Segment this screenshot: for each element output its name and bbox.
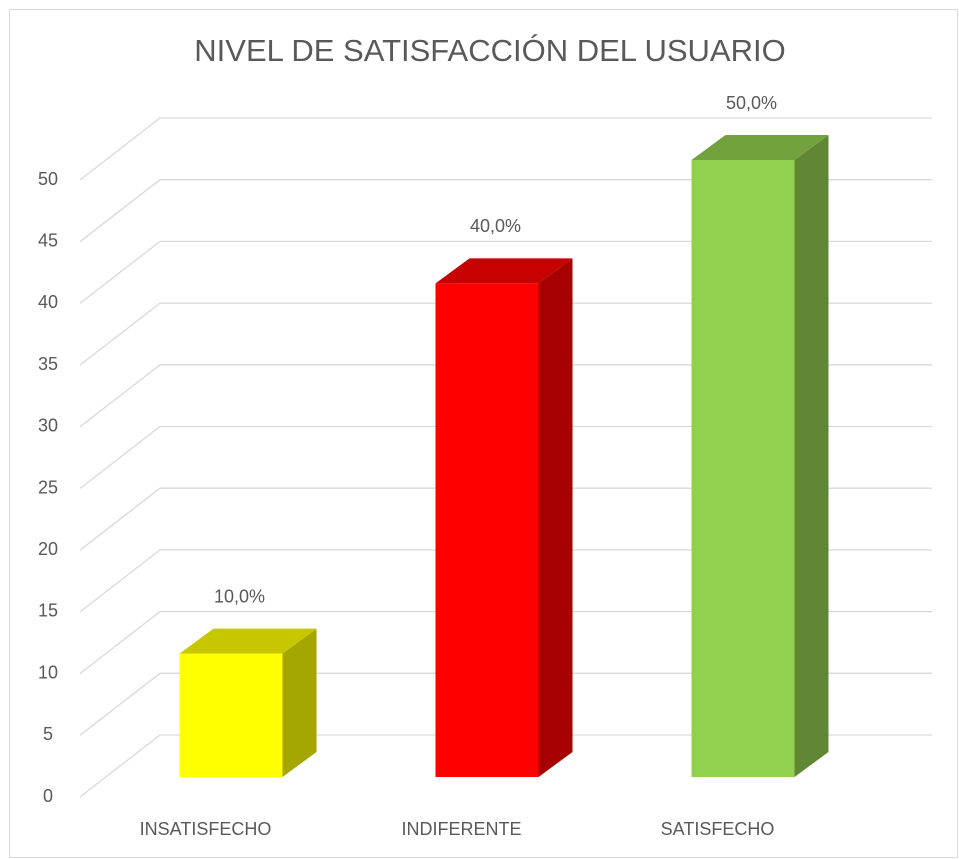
data-label: 10,0% bbox=[214, 586, 265, 606]
grid-line bbox=[79, 179, 932, 243]
y-tick-label: 40 bbox=[38, 292, 58, 312]
bar-side bbox=[794, 135, 829, 777]
bar-side bbox=[282, 628, 317, 777]
grid-line bbox=[79, 302, 932, 366]
y-tick-label: 5 bbox=[43, 724, 53, 744]
y-tick-label: 25 bbox=[38, 477, 58, 497]
y-tick-label: 30 bbox=[38, 416, 58, 436]
y-tick-label: 45 bbox=[38, 230, 58, 250]
grid-line bbox=[79, 364, 932, 428]
bar bbox=[691, 160, 795, 777]
grid-line bbox=[79, 672, 932, 736]
grid-line bbox=[79, 117, 932, 181]
data-label: 40,0% bbox=[470, 216, 521, 236]
y-tick-label: 35 bbox=[38, 354, 58, 374]
bar-top bbox=[691, 135, 829, 160]
y-tick-label: 15 bbox=[38, 601, 58, 621]
chart-title: NIVEL DE SATISFACCIÓN DEL USUARIO bbox=[194, 33, 785, 68]
grid-line bbox=[79, 425, 932, 490]
bar-top bbox=[435, 258, 573, 284]
y-tick-label: 0 bbox=[43, 786, 53, 806]
y-tick-label: 20 bbox=[38, 539, 58, 559]
grid-line bbox=[79, 487, 932, 551]
grid-line bbox=[79, 734, 932, 798]
grid-line bbox=[79, 610, 932, 675]
x-tick-label: SATISFECHO bbox=[661, 819, 775, 839]
data-label: 50,0% bbox=[726, 93, 777, 113]
bar bbox=[435, 283, 539, 777]
bar-top bbox=[179, 628, 317, 654]
x-tick-label: INSATISFECHO bbox=[140, 819, 272, 839]
bar bbox=[179, 653, 283, 777]
bar-side bbox=[538, 258, 573, 777]
y-tick-label: 10 bbox=[38, 662, 58, 682]
grid-line bbox=[79, 549, 932, 613]
x-tick-label: INDIFERENTE bbox=[401, 819, 521, 839]
y-tick-label: 50 bbox=[38, 169, 58, 189]
grid-line bbox=[79, 240, 932, 304]
